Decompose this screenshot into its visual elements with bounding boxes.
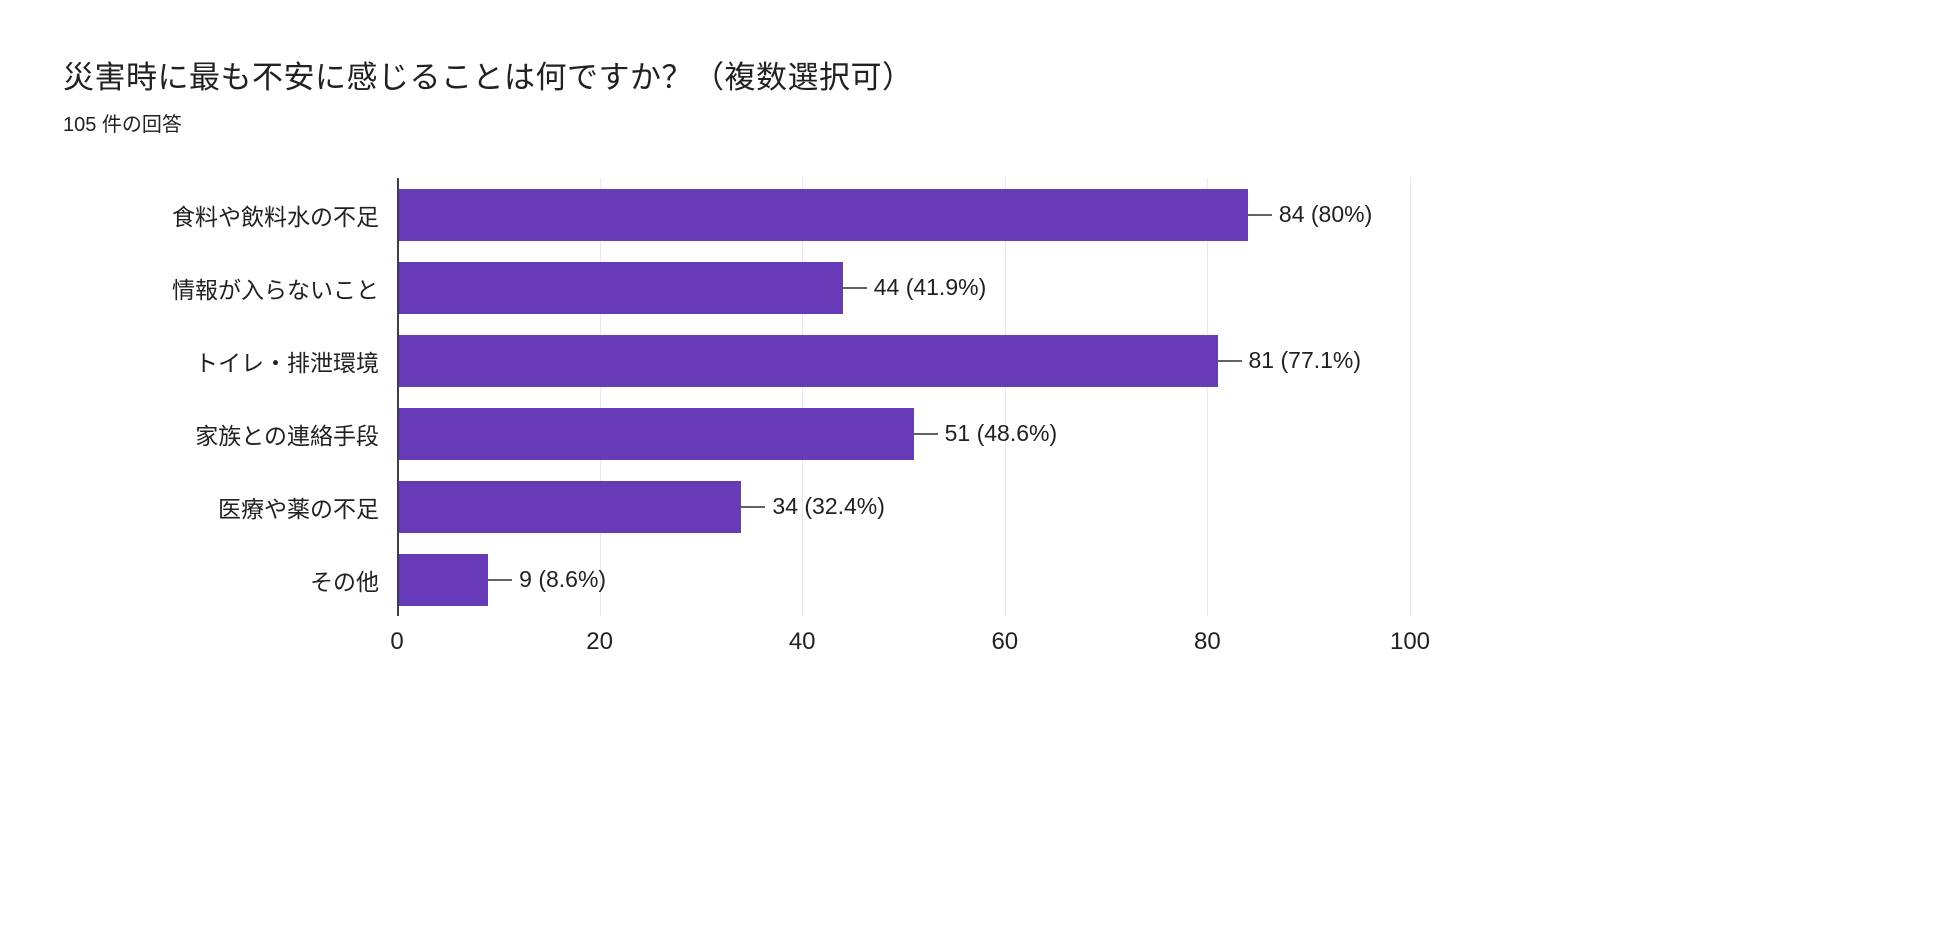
connector-line bbox=[1217, 359, 1242, 362]
x-tick-label: 100 bbox=[1389, 628, 1431, 655]
value-label: 81 (77.1%) bbox=[1248, 347, 1362, 373]
x-axis: 0 20 40 60 80 100 bbox=[390, 628, 1430, 668]
value-label: 84 (80%) bbox=[1278, 201, 1373, 227]
gridline bbox=[1004, 178, 1006, 616]
value-label: 51 (48.6%) bbox=[944, 420, 1058, 446]
bar-area: 9 (8.6%) bbox=[397, 543, 1410, 616]
connector-line bbox=[842, 286, 867, 289]
gridline bbox=[802, 178, 804, 616]
chart-row: 医療や薬の不足 34 (32.4%) bbox=[0, 470, 1950, 543]
bar-area: 81 (77.1%) bbox=[397, 324, 1410, 397]
category-label: 家族との連絡手段 bbox=[195, 422, 379, 449]
bar bbox=[397, 334, 1218, 387]
response-count: 105 件の回答 bbox=[63, 114, 182, 136]
chart-row: その他 9 (8.6%) bbox=[0, 543, 1950, 616]
bar-area: 84 (80%) bbox=[397, 178, 1410, 251]
bar bbox=[397, 480, 742, 533]
chart-title: 災害時に最も不安に感じることは何ですか？（複数選択可） bbox=[63, 60, 914, 95]
connector-line bbox=[741, 505, 766, 508]
bar bbox=[397, 188, 1248, 241]
bar-area: 44 (41.9%) bbox=[397, 251, 1410, 324]
x-tick-label: 80 bbox=[1194, 628, 1221, 655]
connector-line bbox=[488, 578, 513, 581]
chart-row: 家族との連絡手段 51 (48.6%) bbox=[0, 397, 1950, 470]
plot-gridlines bbox=[397, 178, 1411, 616]
x-tick-label: 40 bbox=[788, 628, 816, 655]
chart-row: 食料や飲料水の不足 84 (80%) bbox=[0, 178, 1950, 251]
category-label: 医療や薬の不足 bbox=[218, 495, 379, 522]
gridline bbox=[599, 178, 601, 616]
gridline bbox=[1410, 178, 1411, 616]
y-axis-line bbox=[397, 178, 399, 616]
category-label: トイレ・排泄環境 bbox=[195, 349, 379, 376]
connector-line bbox=[913, 432, 938, 435]
bar bbox=[397, 261, 843, 314]
x-tick-label: 60 bbox=[991, 628, 1019, 655]
category-label: 食料や飲料水の不足 bbox=[172, 203, 379, 230]
x-tick-label: 0 bbox=[390, 628, 404, 655]
value-label: 9 (8.6%) bbox=[519, 566, 607, 592]
category-label: 情報が入らないこと bbox=[172, 276, 379, 303]
x-tick-label: 20 bbox=[586, 628, 613, 655]
bar-area: 34 (32.4%) bbox=[397, 470, 1410, 543]
connector-line bbox=[1247, 213, 1272, 216]
value-label: 34 (32.4%) bbox=[772, 493, 885, 519]
value-label: 44 (41.9%) bbox=[873, 274, 987, 300]
bar bbox=[397, 553, 489, 606]
chart-row: トイレ・排泄環境 81 (77.1%) bbox=[0, 324, 1950, 397]
category-label: その他 bbox=[310, 568, 379, 595]
bar-area: 51 (48.6%) bbox=[397, 397, 1410, 470]
gridline bbox=[1207, 178, 1209, 616]
bar bbox=[397, 407, 914, 460]
chart-rows: 食料や飲料水の不足 84 (80%) 情報が入らないこと 44 (41.9%) トイレ・… bbox=[0, 178, 1950, 616]
bar-chart: 食料や飲料水の不足 84 (80%) 情報が入らないこと 44 (41.9%) トイレ・… bbox=[0, 178, 1950, 688]
chart-row: 情報が入らないこと 44 (41.9%) bbox=[0, 251, 1950, 324]
